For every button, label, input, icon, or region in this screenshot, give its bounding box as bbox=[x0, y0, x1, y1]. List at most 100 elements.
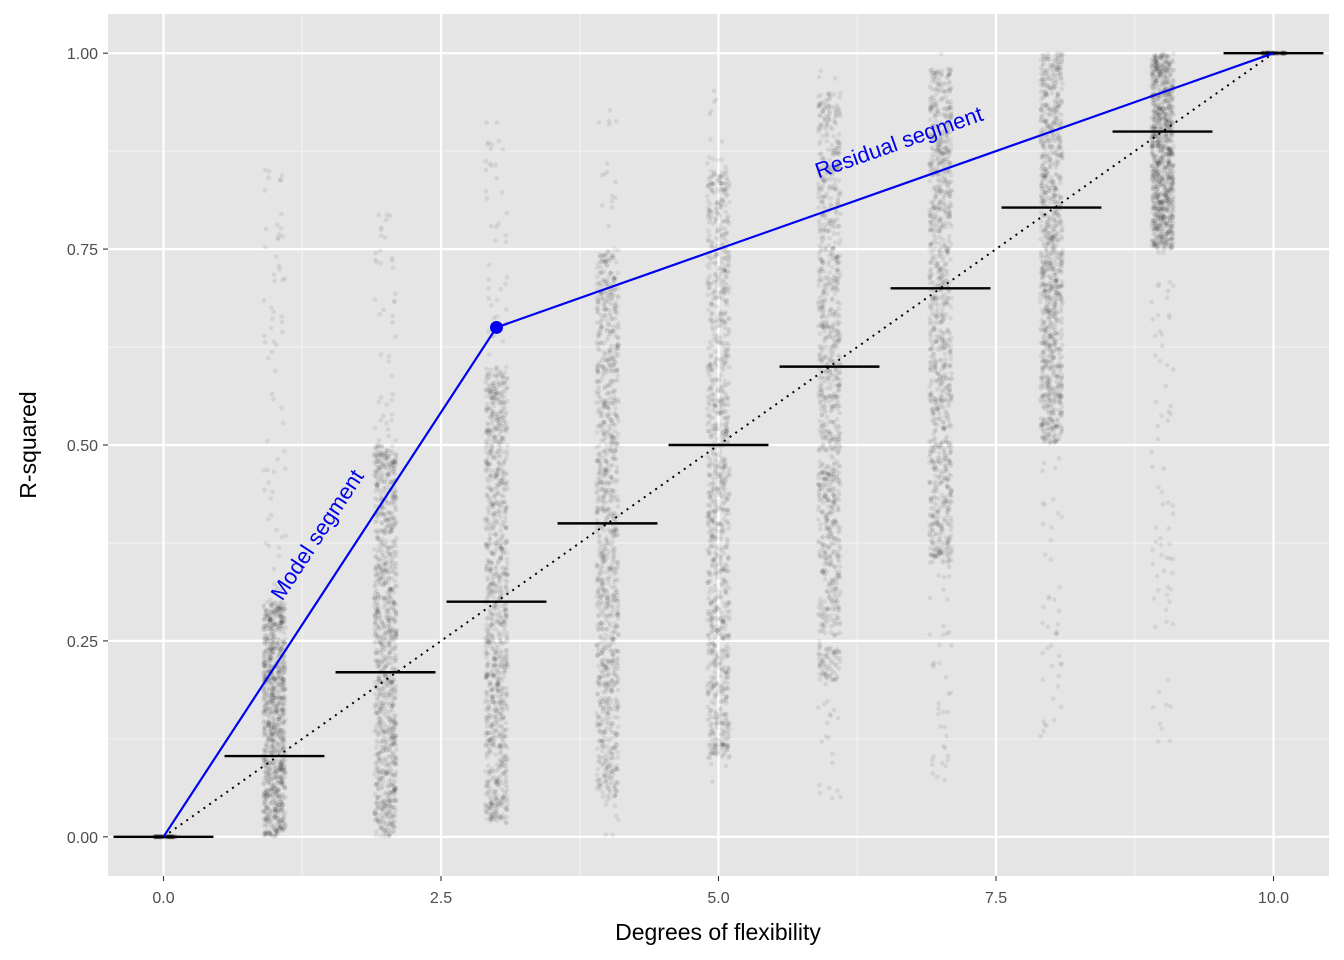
data-point bbox=[378, 233, 384, 238]
data-point bbox=[271, 719, 276, 725]
data-point bbox=[386, 472, 392, 478]
data-point bbox=[502, 401, 508, 407]
data-point bbox=[263, 167, 268, 173]
data-point bbox=[271, 749, 277, 755]
data-point bbox=[488, 367, 494, 373]
data-point bbox=[378, 352, 384, 357]
data-point bbox=[283, 824, 288, 829]
data-point bbox=[393, 645, 399, 651]
data-point bbox=[276, 690, 282, 696]
data-point bbox=[723, 544, 729, 550]
data-point bbox=[611, 278, 617, 284]
data-point bbox=[488, 682, 494, 687]
data-point bbox=[484, 697, 489, 703]
data-point bbox=[613, 813, 619, 819]
data-point bbox=[268, 655, 273, 661]
data-point bbox=[376, 693, 382, 699]
data-point bbox=[281, 701, 287, 706]
data-point bbox=[389, 633, 395, 639]
data-point bbox=[262, 658, 268, 664]
data-point bbox=[269, 731, 274, 737]
data-point bbox=[385, 448, 391, 453]
data-point bbox=[278, 699, 284, 705]
data-point bbox=[278, 762, 284, 767]
data-point bbox=[264, 770, 269, 776]
data-point bbox=[276, 669, 282, 675]
data-point bbox=[493, 626, 498, 632]
data-point bbox=[607, 107, 613, 113]
data-point bbox=[276, 695, 282, 701]
data-point bbox=[389, 720, 394, 726]
data-point bbox=[269, 750, 275, 756]
data-point bbox=[606, 468, 612, 474]
data-point bbox=[610, 421, 616, 427]
data-point bbox=[386, 695, 392, 700]
data-point bbox=[487, 461, 493, 467]
data-point bbox=[499, 603, 505, 609]
data-point bbox=[708, 378, 714, 383]
data-point bbox=[278, 225, 284, 231]
data-point bbox=[494, 708, 500, 714]
data-point bbox=[601, 527, 606, 533]
data-point bbox=[612, 714, 618, 720]
data-point bbox=[267, 832, 273, 837]
data-point bbox=[263, 833, 269, 838]
data-point bbox=[493, 491, 499, 496]
data-point bbox=[721, 578, 727, 583]
data-point bbox=[726, 753, 732, 759]
data-point bbox=[599, 283, 604, 289]
data-point bbox=[600, 601, 606, 606]
data-point bbox=[484, 420, 490, 426]
data-point bbox=[393, 291, 398, 297]
data-point bbox=[612, 328, 617, 334]
data-point bbox=[495, 482, 501, 488]
data-point bbox=[273, 707, 278, 712]
data-point bbox=[598, 340, 604, 346]
data-point bbox=[711, 481, 717, 486]
data-point bbox=[382, 235, 388, 241]
data-point bbox=[273, 696, 279, 702]
data-point bbox=[602, 558, 608, 564]
data-point bbox=[594, 692, 600, 698]
data-point bbox=[265, 175, 271, 180]
data-point bbox=[504, 630, 510, 636]
data-point bbox=[726, 380, 732, 386]
data-point bbox=[279, 739, 285, 745]
data-point bbox=[282, 618, 288, 624]
data-point bbox=[600, 789, 606, 795]
data-point bbox=[267, 695, 273, 701]
data-point bbox=[279, 712, 285, 718]
data-point bbox=[601, 508, 606, 514]
data-point bbox=[373, 629, 378, 635]
data-point bbox=[266, 646, 272, 652]
data-point bbox=[712, 583, 718, 589]
data-point bbox=[274, 747, 280, 753]
data-point bbox=[275, 793, 281, 799]
data-point bbox=[485, 810, 491, 816]
data-point bbox=[612, 308, 618, 314]
data-point bbox=[389, 320, 395, 325]
data-point bbox=[270, 734, 276, 740]
data-point bbox=[381, 804, 386, 810]
data-point bbox=[278, 763, 283, 769]
data-point bbox=[595, 766, 601, 772]
data-point bbox=[610, 548, 616, 554]
data-point bbox=[501, 816, 507, 821]
data-point bbox=[261, 708, 267, 714]
data-point bbox=[277, 714, 283, 720]
data-point bbox=[392, 755, 398, 760]
data-point bbox=[500, 389, 506, 394]
data-point bbox=[279, 828, 285, 834]
data-point bbox=[605, 786, 611, 792]
data-point bbox=[274, 684, 280, 689]
data-point bbox=[601, 269, 607, 274]
data-point bbox=[601, 582, 607, 588]
data-point bbox=[503, 233, 509, 238]
data-point bbox=[280, 733, 286, 739]
data-point bbox=[268, 776, 274, 782]
data-point bbox=[376, 701, 382, 707]
data-point bbox=[491, 434, 496, 439]
data-point bbox=[720, 233, 725, 239]
data-point bbox=[501, 485, 507, 491]
data-point bbox=[282, 765, 287, 770]
